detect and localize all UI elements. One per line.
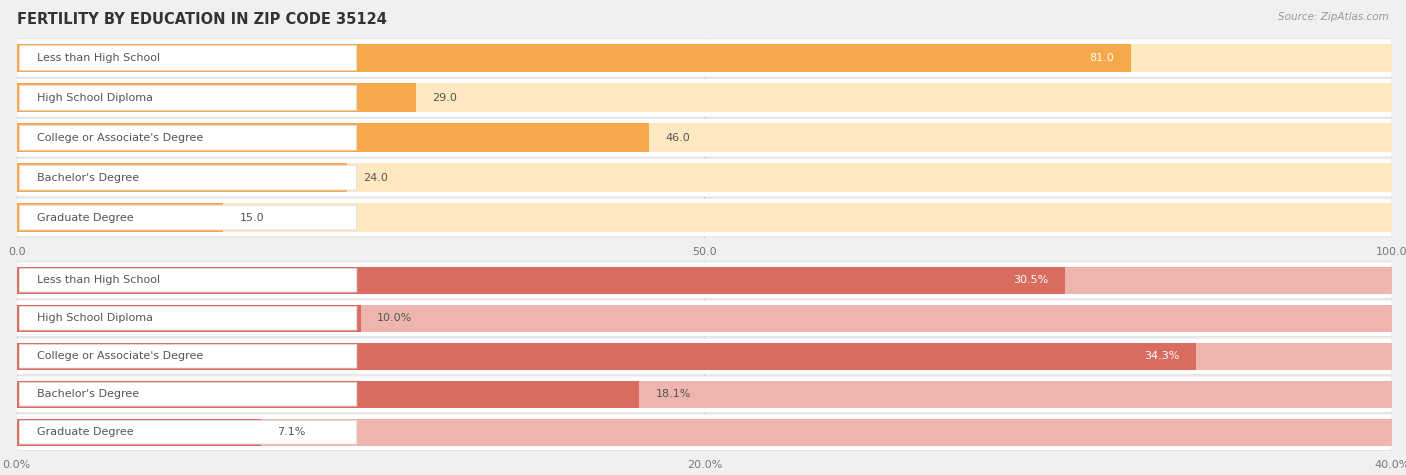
Bar [17, 44, 1130, 72]
Text: 24.0: 24.0 [363, 172, 388, 183]
Bar [17, 342, 1392, 370]
Bar [17, 84, 1392, 112]
Text: College or Associate's Degree: College or Associate's Degree [37, 351, 204, 361]
FancyBboxPatch shape [20, 344, 357, 368]
Bar [17, 380, 1392, 408]
FancyBboxPatch shape [20, 86, 357, 110]
Text: Less than High School: Less than High School [37, 275, 160, 285]
Text: Source: ZipAtlas.com: Source: ZipAtlas.com [1278, 12, 1389, 22]
Bar [17, 203, 224, 232]
Text: High School Diploma: High School Diploma [37, 313, 153, 323]
FancyBboxPatch shape [20, 268, 357, 292]
Text: 7.1%: 7.1% [277, 427, 307, 437]
Bar [17, 380, 640, 408]
Bar [17, 304, 360, 332]
FancyBboxPatch shape [17, 262, 1392, 298]
FancyBboxPatch shape [20, 382, 357, 406]
FancyBboxPatch shape [20, 306, 357, 330]
Bar [17, 418, 262, 446]
Bar [17, 124, 650, 152]
Text: Graduate Degree: Graduate Degree [37, 427, 134, 437]
Bar [17, 163, 1392, 192]
Text: FERTILITY BY EDUCATION IN ZIP CODE 35124: FERTILITY BY EDUCATION IN ZIP CODE 35124 [17, 12, 387, 27]
Bar [17, 266, 1392, 294]
FancyBboxPatch shape [17, 79, 1392, 117]
Text: 10.0%: 10.0% [377, 313, 412, 323]
Bar [17, 203, 1392, 232]
FancyBboxPatch shape [17, 376, 1392, 412]
Text: Less than High School: Less than High School [37, 53, 160, 63]
Text: 81.0: 81.0 [1090, 53, 1114, 63]
Bar [17, 266, 1066, 294]
FancyBboxPatch shape [17, 159, 1392, 197]
FancyBboxPatch shape [20, 420, 357, 444]
Text: 15.0: 15.0 [239, 212, 264, 223]
FancyBboxPatch shape [17, 199, 1392, 237]
Bar [17, 124, 1392, 152]
Bar [17, 304, 1392, 332]
FancyBboxPatch shape [17, 39, 1392, 77]
Text: High School Diploma: High School Diploma [37, 93, 153, 103]
Text: 30.5%: 30.5% [1014, 275, 1049, 285]
FancyBboxPatch shape [17, 119, 1392, 157]
Text: 34.3%: 34.3% [1144, 351, 1180, 361]
FancyBboxPatch shape [20, 205, 357, 230]
Bar [17, 163, 347, 192]
FancyBboxPatch shape [17, 338, 1392, 374]
Text: 46.0: 46.0 [666, 133, 690, 143]
FancyBboxPatch shape [17, 414, 1392, 450]
FancyBboxPatch shape [17, 300, 1392, 336]
FancyBboxPatch shape [20, 125, 357, 150]
Text: College or Associate's Degree: College or Associate's Degree [37, 133, 204, 143]
Text: 18.1%: 18.1% [655, 389, 690, 399]
Text: 29.0: 29.0 [432, 93, 457, 103]
Bar [17, 342, 1197, 370]
Text: Graduate Degree: Graduate Degree [37, 212, 134, 223]
Text: Bachelor's Degree: Bachelor's Degree [37, 172, 139, 183]
Bar [17, 84, 416, 112]
Bar [17, 44, 1392, 72]
FancyBboxPatch shape [20, 165, 357, 190]
FancyBboxPatch shape [20, 46, 357, 70]
Text: Bachelor's Degree: Bachelor's Degree [37, 389, 139, 399]
Bar [17, 418, 1392, 446]
